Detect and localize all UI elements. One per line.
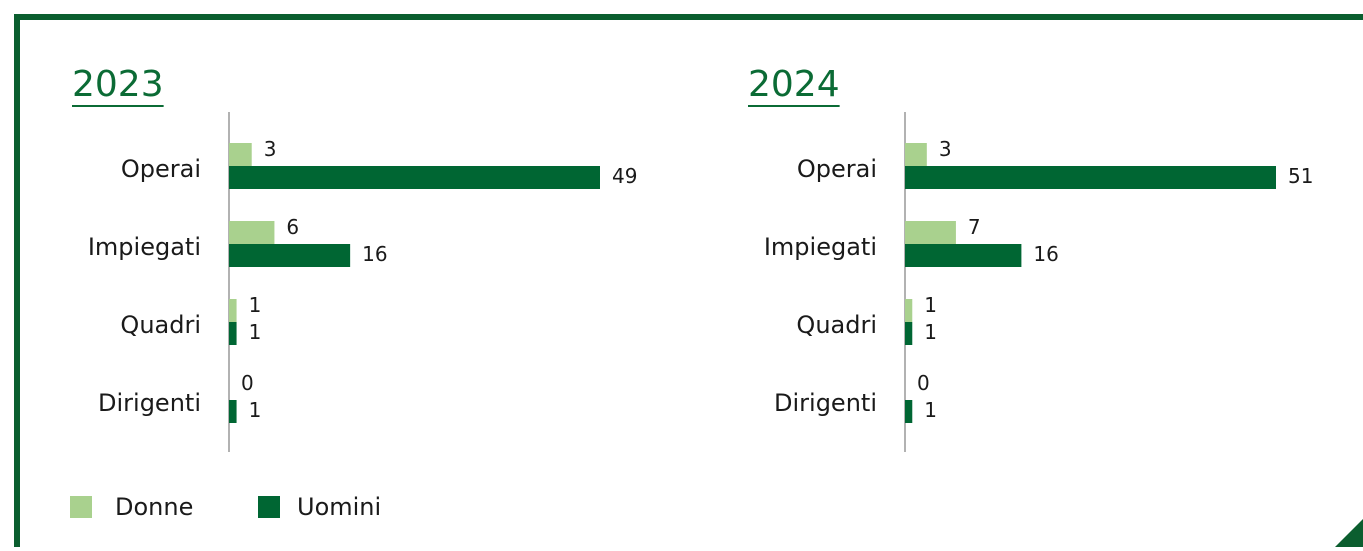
frame-corner bbox=[1335, 519, 1363, 547]
value-label: 1 bbox=[249, 398, 262, 422]
legend-label: Uomini bbox=[297, 493, 381, 521]
value-label: 51 bbox=[1288, 164, 1313, 188]
bar bbox=[905, 322, 913, 345]
value-label: 1 bbox=[924, 320, 937, 344]
chart-title: 2024 bbox=[748, 64, 840, 105]
bar bbox=[229, 221, 275, 244]
value-label: 3 bbox=[939, 137, 952, 161]
bar bbox=[905, 400, 913, 423]
category-label: Impiegati bbox=[88, 233, 201, 261]
category-label: Quadri bbox=[120, 311, 201, 339]
value-label: 6 bbox=[286, 215, 299, 239]
bar bbox=[905, 244, 1022, 267]
value-label: 1 bbox=[249, 320, 262, 344]
category-label: Impiegati bbox=[764, 233, 877, 261]
value-label: 49 bbox=[612, 164, 637, 188]
value-label: 3 bbox=[264, 137, 277, 161]
legend-swatch bbox=[258, 496, 280, 518]
value-label: 7 bbox=[968, 215, 981, 239]
bar bbox=[229, 299, 237, 322]
value-label: 16 bbox=[362, 242, 387, 266]
bar bbox=[905, 221, 956, 244]
bar bbox=[229, 400, 237, 423]
frame bbox=[14, 14, 1363, 547]
value-label: 0 bbox=[241, 371, 254, 395]
value-label: 1 bbox=[924, 293, 937, 317]
bar bbox=[905, 299, 913, 322]
bar bbox=[905, 143, 927, 166]
value-label: 16 bbox=[1033, 242, 1058, 266]
category-label: Dirigenti bbox=[774, 389, 877, 417]
bar bbox=[229, 166, 600, 189]
category-label: Operai bbox=[797, 155, 877, 183]
legend-label: Donne bbox=[115, 493, 193, 521]
bar bbox=[229, 143, 252, 166]
value-label: 0 bbox=[917, 371, 930, 395]
bar bbox=[229, 244, 351, 267]
chart-title: 2023 bbox=[72, 64, 164, 105]
bar bbox=[229, 322, 237, 345]
category-label: Dirigenti bbox=[98, 389, 201, 417]
value-label: 1 bbox=[249, 293, 262, 317]
legend-swatch bbox=[70, 496, 92, 518]
value-label: 1 bbox=[924, 398, 937, 422]
category-label: Quadri bbox=[796, 311, 877, 339]
bar bbox=[905, 166, 1276, 189]
category-label: Operai bbox=[121, 155, 201, 183]
